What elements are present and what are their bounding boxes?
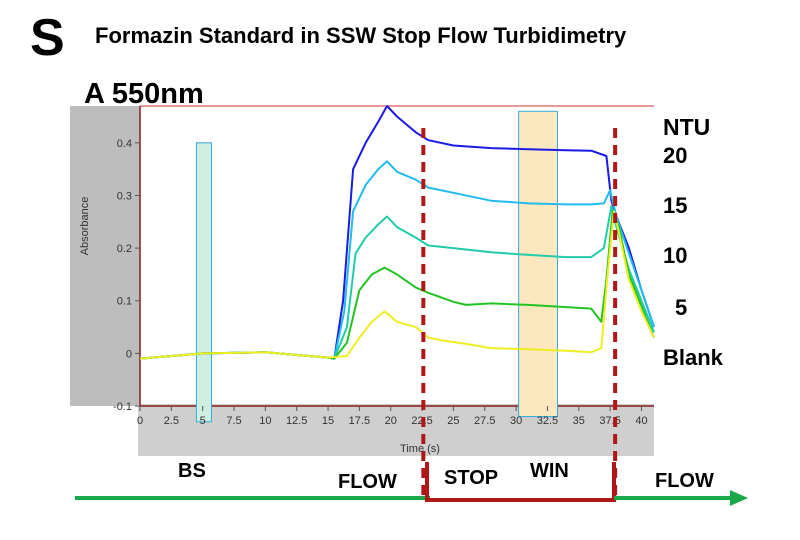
plot-area bbox=[140, 106, 654, 404]
x-tick-label: 37.5 bbox=[599, 415, 620, 427]
y-tick-label: 0.2 bbox=[117, 243, 132, 255]
ntu-heading: NTU bbox=[663, 114, 711, 140]
region-label-flow-end: FLOW bbox=[655, 470, 714, 492]
axis-gray-band bbox=[138, 404, 654, 456]
x-tick-label: 12.5 bbox=[286, 415, 307, 427]
left-gray-panel bbox=[70, 106, 140, 406]
y-tick-label: 0.1 bbox=[117, 296, 132, 308]
y-tick-label: 0.3 bbox=[117, 190, 132, 202]
x-tick-label: 20 bbox=[385, 415, 397, 427]
shaded-region-bs bbox=[195, 142, 212, 423]
y-tick-label: -0.1 bbox=[113, 401, 132, 413]
x-axis-label: Time (s) bbox=[400, 443, 440, 455]
y-axis-label: Absorbance bbox=[79, 197, 91, 256]
series-line-5 bbox=[139, 210, 655, 360]
ntu-level-5: 5 bbox=[675, 295, 688, 320]
x-tick-label: 35 bbox=[573, 415, 585, 427]
section-letter: S bbox=[30, 9, 65, 67]
ntu-level-10: 10 bbox=[663, 243, 688, 268]
y-tick-label: 0 bbox=[126, 348, 132, 360]
chart-title: Formazin Standard in SSW Stop Flow Turbi… bbox=[95, 23, 627, 48]
arrow-head-icon bbox=[730, 490, 748, 506]
ntu-level-blank: Blank bbox=[663, 345, 723, 370]
x-tick-label: 7.5 bbox=[226, 415, 241, 427]
x-tick-label: 2.5 bbox=[164, 415, 179, 427]
shaded-region-win bbox=[518, 110, 558, 418]
region-label-flow: FLOW bbox=[338, 471, 397, 493]
x-tick-label: 17.5 bbox=[349, 415, 370, 427]
stop-bracket bbox=[425, 462, 616, 502]
x-tick-label: 25 bbox=[447, 415, 459, 427]
ntu-level-15: 15 bbox=[663, 193, 688, 218]
y-tick-label: 0.4 bbox=[117, 138, 132, 150]
ntu-level-20: 20 bbox=[663, 143, 688, 168]
x-tick-label: 27.5 bbox=[474, 415, 495, 427]
x-tick-label: 32.5 bbox=[537, 415, 558, 427]
x-tick-label: 40 bbox=[635, 415, 647, 427]
x-tick-label: 0 bbox=[137, 415, 143, 427]
region-label-bs: BS bbox=[178, 460, 206, 482]
wavelength-label: A 550nm bbox=[84, 78, 204, 110]
region-label-win: WIN bbox=[530, 460, 569, 482]
x-tick-label: 30 bbox=[510, 415, 522, 427]
x-tick-label: 15 bbox=[322, 415, 334, 427]
region-label-stop: STOP bbox=[444, 467, 499, 489]
x-tick-label: 10 bbox=[259, 415, 271, 427]
x-tick-label: 5 bbox=[200, 415, 206, 427]
